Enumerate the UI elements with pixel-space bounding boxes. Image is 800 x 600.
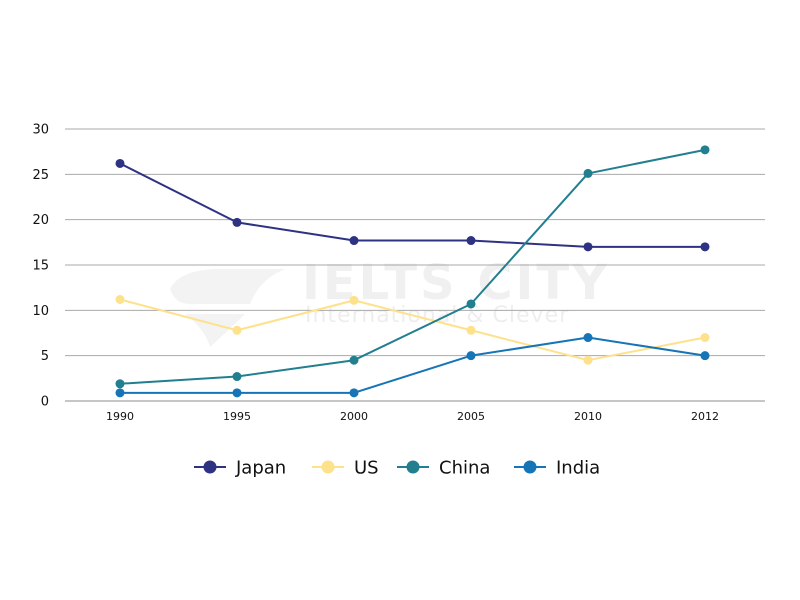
- series-lines: [115, 145, 710, 398]
- legend-label: US: [354, 458, 379, 479]
- y-tick-label: 5: [41, 349, 49, 364]
- legend-item-india: India: [514, 458, 600, 479]
- legend-swatch-marker: [321, 460, 335, 474]
- data-point-india: [583, 333, 593, 343]
- x-tick-label: 1995: [223, 410, 251, 423]
- series-india: [115, 333, 710, 398]
- series-line-india: [120, 336, 706, 394]
- legend-label: India: [556, 458, 600, 479]
- y-tick-label: 20: [32, 213, 49, 228]
- data-point-india: [466, 351, 476, 361]
- y-tick-label: 15: [32, 259, 49, 274]
- y-tick-label: 10: [32, 304, 49, 319]
- series-line-japan: [119, 162, 705, 248]
- series-line-china: [119, 148, 706, 385]
- data-point-india: [700, 351, 710, 361]
- data-point-us: [349, 295, 359, 305]
- x-tick-label: 2000: [340, 410, 368, 423]
- y-axis-tick-labels: 0 5 10 15 20 25 30: [32, 123, 49, 410]
- data-point-china: [115, 379, 125, 389]
- data-point-india: [232, 388, 242, 398]
- series-line-us: [119, 298, 706, 362]
- legend-item-us: US: [312, 458, 379, 479]
- legend-swatch-marker: [406, 460, 420, 474]
- legend-swatch-marker: [203, 460, 217, 474]
- x-tick-label: 2012: [691, 410, 719, 423]
- x-axis-tick-labels: 1990 1995 2000 2005 2010 2012: [106, 410, 719, 423]
- data-point-japan: [349, 236, 359, 246]
- gridlines: [65, 128, 765, 402]
- legend: Japan US China India: [194, 458, 600, 479]
- data-point-us: [466, 325, 476, 335]
- series-china: [115, 145, 710, 389]
- x-tick-label: 1990: [106, 410, 134, 423]
- data-point-india: [115, 388, 125, 398]
- legend-label: Japan: [235, 458, 286, 479]
- data-point-japan: [232, 217, 242, 227]
- data-point-us: [700, 333, 710, 343]
- legend-item-japan: Japan: [194, 458, 286, 479]
- y-tick-label: 25: [32, 168, 49, 183]
- data-point-us: [115, 294, 125, 304]
- series-us: [115, 294, 710, 365]
- series-japan: [115, 158, 710, 252]
- data-point-japan: [466, 236, 476, 246]
- data-point-japan: [583, 242, 593, 252]
- y-tick-label: 30: [32, 123, 49, 138]
- data-point-japan: [700, 242, 710, 252]
- data-point-india: [349, 388, 359, 398]
- x-tick-label: 2010: [574, 410, 602, 423]
- legend-swatch-marker: [523, 460, 537, 474]
- data-point-china: [466, 299, 476, 309]
- data-point-china: [349, 355, 359, 365]
- data-point-us: [583, 355, 593, 365]
- x-tick-label: 2005: [457, 410, 485, 423]
- data-point-us: [232, 325, 242, 335]
- y-tick-label: 0: [41, 395, 49, 410]
- legend-label: China: [439, 458, 490, 479]
- data-point-china: [232, 372, 242, 382]
- data-point-china: [583, 168, 593, 178]
- data-point-china: [700, 145, 710, 155]
- legend-item-china: China: [397, 458, 490, 479]
- data-point-japan: [115, 158, 125, 168]
